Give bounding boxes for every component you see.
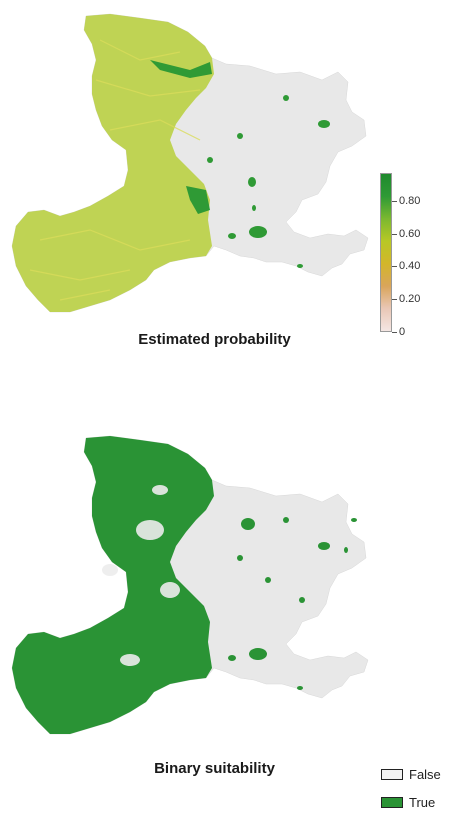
mid-probability-area — [12, 14, 214, 312]
true-patches-east — [228, 517, 357, 690]
legend-swatch-true — [381, 796, 403, 808]
colorbar-tick-label: 0.80 — [399, 194, 421, 207]
probability-colorbar — [380, 173, 392, 332]
colorbar-tick — [392, 266, 397, 268]
probability-map-panel: Estimated probability 0.80 0.60 0.40 0.20 0 — [0, 0, 453, 400]
probability-map — [11, 13, 369, 313]
colorbar-tick — [392, 299, 397, 301]
legend-label-false: False — [409, 766, 441, 782]
high-probability-patches — [150, 60, 330, 268]
colorbar-tick-label: 0 — [399, 326, 406, 338]
binary-map-panel: Binary suitability False True — [0, 420, 453, 817]
colorbar-tick — [392, 332, 397, 333]
colorbar-tick-label: 0.20 — [399, 293, 421, 306]
legend-item-false: False — [381, 766, 441, 782]
legend-item-true: True — [381, 794, 436, 810]
legend-swatch-false — [381, 768, 403, 780]
low-probability-texture — [29, 39, 201, 301]
colorbar-tick — [392, 200, 397, 202]
colorbar-tick — [392, 233, 397, 235]
false-gaps-in-west — [102, 485, 180, 666]
colorbar-tick-label: 0.40 — [399, 260, 421, 273]
colorbar-tick-label: 0.60 — [399, 227, 421, 240]
binary-map-title: Binary suitability — [154, 760, 275, 777]
probability-map-title: Estimated probability — [138, 331, 291, 348]
legend-label-true: True — [409, 794, 436, 810]
true-suitability-area — [12, 436, 214, 734]
binary-map — [11, 435, 369, 735]
